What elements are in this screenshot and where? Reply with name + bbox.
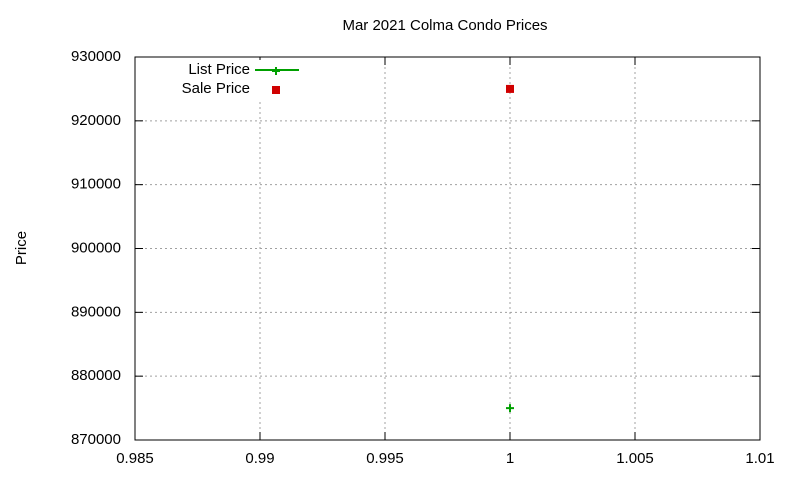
y-tick-label: 870000 bbox=[71, 431, 121, 448]
data-point bbox=[506, 84, 514, 93]
y-axis-label: Price bbox=[13, 231, 30, 265]
data-point bbox=[506, 404, 514, 413]
x-tick-label: 0.995 bbox=[366, 450, 404, 467]
y-tick-label: 920000 bbox=[71, 112, 121, 129]
y-tick-label: 880000 bbox=[71, 367, 121, 384]
x-tick-label: 0.99 bbox=[245, 450, 274, 467]
y-tick-label: 900000 bbox=[71, 239, 121, 256]
x-tick-label: 1 bbox=[506, 450, 514, 467]
y-tick-label: 910000 bbox=[71, 176, 121, 193]
chart-title: Mar 2021 Colma Condo Prices bbox=[342, 17, 547, 34]
legend-label: List Price bbox=[188, 61, 250, 78]
plot-border bbox=[134, 56, 761, 441]
y-tick-label: 930000 bbox=[71, 48, 121, 65]
legend-background bbox=[145, 60, 305, 102]
legend-marker bbox=[272, 86, 280, 94]
x-tick-label: 1.005 bbox=[616, 450, 654, 467]
x-tick-label: 1.01 bbox=[745, 450, 774, 467]
legend-marker bbox=[272, 67, 280, 75]
y-tick-label: 890000 bbox=[71, 303, 121, 320]
legend-label: Sale Price bbox=[182, 80, 250, 97]
x-tick-label: 0.985 bbox=[116, 450, 154, 467]
